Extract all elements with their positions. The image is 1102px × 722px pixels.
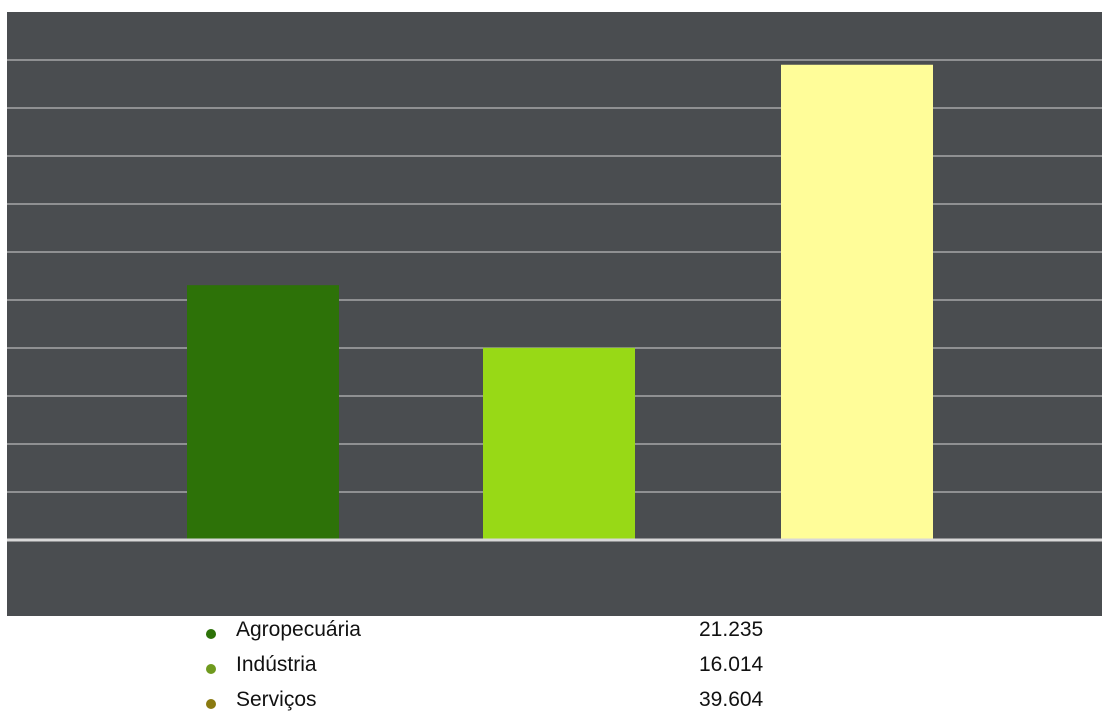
legend: Agropecuária 21.235 Indústria 16.014 Ser… xyxy=(200,614,810,719)
legend-item-industria: Indústria 16.014 xyxy=(200,649,810,684)
legend-label: Indústria xyxy=(236,653,317,676)
legend-value: 16.014 xyxy=(699,653,764,676)
legend-label: Agropecuária xyxy=(236,618,361,641)
bar-0 xyxy=(187,285,339,540)
bar-chart xyxy=(7,12,1102,616)
legend-item-servicos: Serviços 39.604 xyxy=(200,684,810,719)
legend-dot-icon xyxy=(206,699,216,709)
bars xyxy=(187,64,933,540)
legend-dot-icon xyxy=(206,664,216,674)
legend-value: 21.235 xyxy=(699,618,764,641)
legend-value: 39.604 xyxy=(699,688,764,711)
bar-2 xyxy=(781,64,933,540)
bar-1 xyxy=(483,347,635,540)
legend-item-agropecuaria: Agropecuária 21.235 xyxy=(200,614,810,649)
legend-label: Serviços xyxy=(236,688,317,711)
legend-dot-icon xyxy=(206,629,216,639)
